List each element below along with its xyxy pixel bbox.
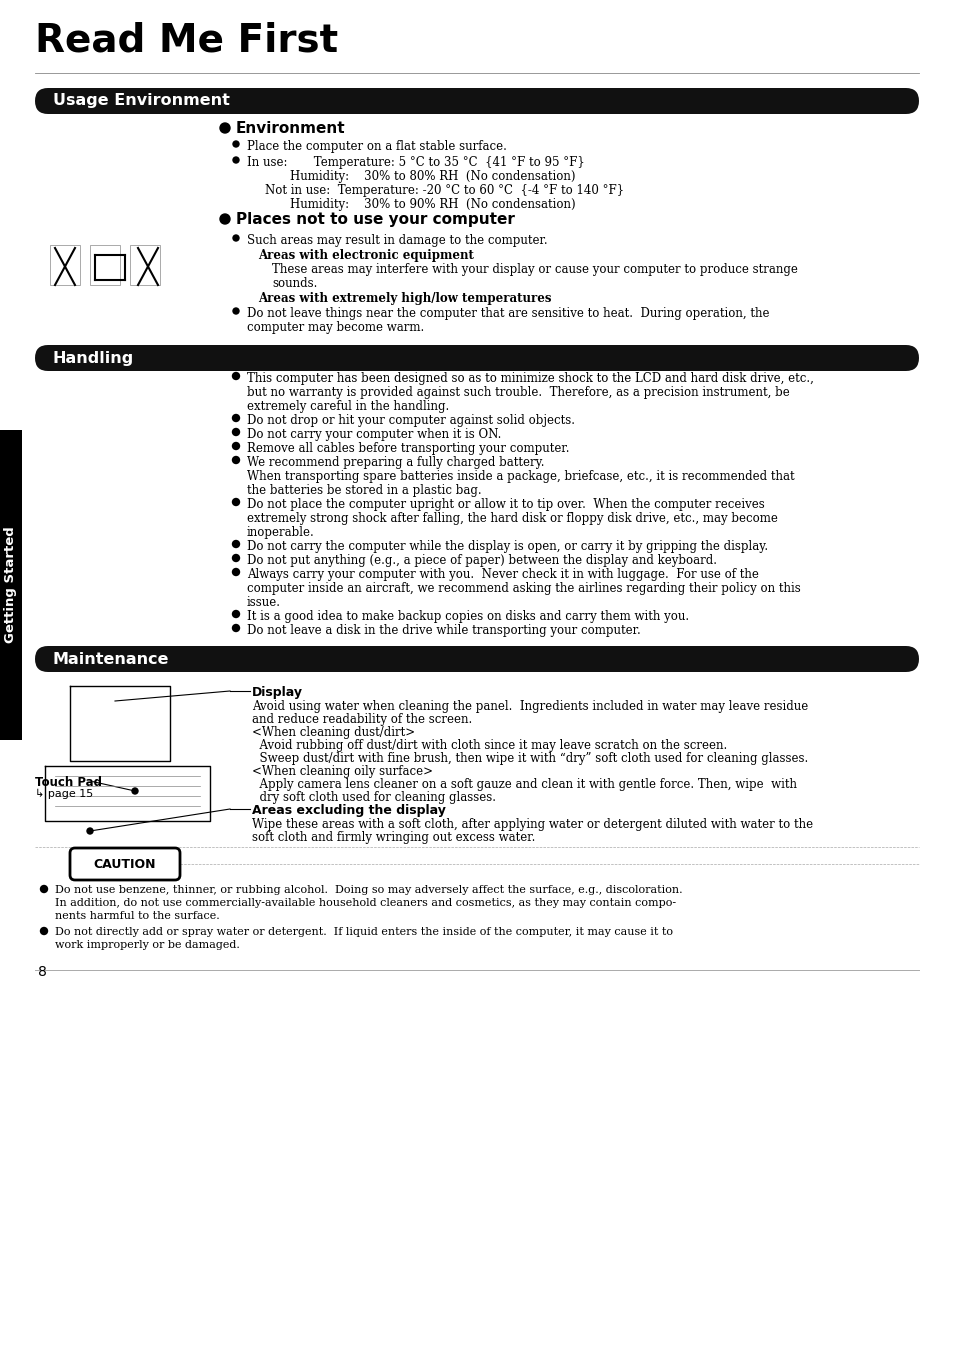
Text: Environment: Environment	[235, 122, 345, 136]
FancyBboxPatch shape	[35, 646, 918, 671]
Circle shape	[233, 157, 239, 163]
Text: Do not drop or hit your computer against solid objects.: Do not drop or hit your computer against…	[247, 413, 575, 427]
Circle shape	[233, 569, 239, 576]
Text: Getting Started: Getting Started	[5, 527, 17, 643]
Text: Humidity:    30% to 80% RH  (No condensation): Humidity: 30% to 80% RH (No condensation…	[290, 170, 575, 182]
FancyBboxPatch shape	[35, 345, 918, 372]
Text: Do not leave a disk in the drive while transporting your computer.: Do not leave a disk in the drive while t…	[247, 624, 640, 638]
Circle shape	[233, 540, 239, 547]
Text: Areas with extremely high/low temperatures: Areas with extremely high/low temperatur…	[257, 292, 551, 305]
Text: work improperly or be damaged.: work improperly or be damaged.	[55, 940, 239, 950]
Text: <When cleaning dust/dirt>: <When cleaning dust/dirt>	[252, 725, 415, 739]
Text: Do not directly add or spray water or detergent.  If liquid enters the inside of: Do not directly add or spray water or de…	[55, 927, 672, 938]
Circle shape	[233, 554, 239, 562]
Text: This computer has been designed so as to minimize shock to the LCD and hard disk: This computer has been designed so as to…	[247, 372, 813, 385]
Text: extremely strong shock after falling, the hard disk or floppy disk drive, etc., : extremely strong shock after falling, th…	[247, 512, 777, 526]
Circle shape	[233, 624, 239, 631]
Text: Do not leave things near the computer that are sensitive to heat.  During operat: Do not leave things near the computer th…	[247, 307, 769, 320]
Bar	[130, 245, 160, 285]
Text: <When cleaning oily surface>: <When cleaning oily surface>	[252, 765, 433, 778]
Text: Avoid using water when cleaning the panel.  Ingredients included in water may le: Avoid using water when cleaning the pane…	[252, 700, 807, 713]
Text: In addition, do not use commercially-available household cleaners and cosmetics,: In addition, do not use commercially-ava…	[55, 898, 676, 908]
Text: Do not carry your computer when it is ON.: Do not carry your computer when it is ON…	[247, 428, 501, 440]
Circle shape	[233, 373, 239, 380]
Text: In use:       Temperature: 5 °C to 35 °C  {41 °F to 95 °F}: In use: Temperature: 5 °C to 35 °C {41 °…	[247, 155, 584, 169]
Circle shape	[233, 443, 239, 450]
Text: ↳ page 15: ↳ page 15	[35, 789, 93, 800]
Text: Do not carry the computer while the display is open, or carry it by gripping the: Do not carry the computer while the disp…	[247, 540, 767, 553]
Circle shape	[233, 428, 239, 435]
Circle shape	[233, 499, 239, 505]
Bar	[90, 245, 120, 285]
Text: sounds.: sounds.	[272, 277, 317, 290]
Circle shape	[220, 123, 230, 132]
Text: Not in use:  Temperature: -20 °C to 60 °C  {-4 °F to 140 °F}: Not in use: Temperature: -20 °C to 60 °C…	[265, 184, 623, 197]
Circle shape	[233, 457, 239, 463]
Text: Do not put anything (e.g., a piece of paper) between the display and keyboard.: Do not put anything (e.g., a piece of pa…	[247, 554, 717, 567]
Circle shape	[233, 308, 239, 313]
Text: Areas with electronic equipment: Areas with electronic equipment	[257, 249, 474, 262]
Text: computer may become warm.: computer may become warm.	[247, 322, 424, 334]
Text: but no warranty is provided against such trouble.  Therefore, as a precision ins: but no warranty is provided against such…	[247, 386, 789, 399]
Text: Place the computer on a flat stable surface.: Place the computer on a flat stable surf…	[247, 141, 506, 153]
Circle shape	[220, 213, 230, 224]
Text: Areas excluding the display: Areas excluding the display	[252, 804, 445, 817]
Text: Such areas may result in damage to the computer.: Such areas may result in damage to the c…	[247, 234, 547, 247]
Text: Usage Environment: Usage Environment	[53, 93, 230, 108]
Text: Maintenance: Maintenance	[53, 651, 170, 666]
Circle shape	[233, 415, 239, 422]
Text: nents harmful to the surface.: nents harmful to the surface.	[55, 911, 219, 921]
Text: Handling: Handling	[53, 350, 134, 366]
Text: Avoid rubbing off dust/dirt with cloth since it may leave scratch on the screen.: Avoid rubbing off dust/dirt with cloth s…	[252, 739, 726, 753]
Text: inoperable.: inoperable.	[247, 526, 314, 539]
Circle shape	[233, 235, 239, 240]
Text: dry soft cloth used for cleaning glasses.: dry soft cloth used for cleaning glasses…	[252, 790, 496, 804]
Bar	[0, 430, 22, 740]
Text: Display: Display	[252, 686, 303, 698]
Circle shape	[233, 611, 239, 617]
Text: Do not use benzene, thinner, or rubbing alcohol.  Doing so may adversely affect : Do not use benzene, thinner, or rubbing …	[55, 885, 682, 894]
Text: Always carry your computer with you.  Never check it in with luggage.  For use o: Always carry your computer with you. Nev…	[247, 567, 758, 581]
Text: Apply camera lens cleaner on a soft gauze and clean it with gentle force. Then, : Apply camera lens cleaner on a soft gauz…	[252, 778, 796, 790]
Text: Do not place the computer upright or allow it to tip over.  When the computer re: Do not place the computer upright or all…	[247, 499, 764, 511]
Text: When transporting spare batteries inside a package, briefcase, etc., it is recom: When transporting spare batteries inside…	[247, 470, 794, 484]
Text: extremely careful in the handling.: extremely careful in the handling.	[247, 400, 449, 413]
FancyBboxPatch shape	[70, 848, 180, 880]
Text: We recommend preparing a fully charged battery.: We recommend preparing a fully charged b…	[247, 457, 544, 469]
Text: and reduce readability of the screen.: and reduce readability of the screen.	[252, 713, 472, 725]
Text: 8: 8	[38, 965, 47, 979]
Text: Remove all cables before transporting your computer.: Remove all cables before transporting yo…	[247, 442, 569, 455]
Circle shape	[40, 885, 48, 893]
Text: Humidity:    30% to 90% RH  (No condensation): Humidity: 30% to 90% RH (No condensation…	[290, 199, 575, 211]
Text: computer inside an aircraft, we recommend asking the airlines regarding their po: computer inside an aircraft, we recommen…	[247, 582, 800, 594]
Text: soft cloth and firmly wringing out excess water.: soft cloth and firmly wringing out exces…	[252, 831, 535, 844]
Text: CAUTION: CAUTION	[93, 858, 156, 870]
Text: Wipe these areas with a soft cloth, after applying water or detergent diluted wi: Wipe these areas with a soft cloth, afte…	[252, 817, 812, 831]
Text: It is a good idea to make backup copies on disks and carry them with you.: It is a good idea to make backup copies …	[247, 611, 688, 623]
Bar	[50, 245, 80, 285]
Text: Read Me First: Read Me First	[35, 22, 337, 59]
Circle shape	[233, 141, 239, 147]
Circle shape	[132, 788, 138, 794]
Text: Touch Pad: Touch Pad	[35, 775, 102, 789]
Circle shape	[87, 828, 92, 834]
Circle shape	[40, 928, 48, 935]
Text: Sweep dust/dirt with fine brush, then wipe it with “dry” soft cloth used for cle: Sweep dust/dirt with fine brush, then wi…	[252, 753, 807, 765]
Text: issue.: issue.	[247, 596, 281, 609]
Text: These areas may interfere with your display or cause your computer to produce st: These areas may interfere with your disp…	[272, 263, 797, 276]
Text: Places not to use your computer: Places not to use your computer	[235, 212, 515, 227]
FancyBboxPatch shape	[35, 88, 918, 113]
Text: the batteries be stored in a plastic bag.: the batteries be stored in a plastic bag…	[247, 484, 481, 497]
